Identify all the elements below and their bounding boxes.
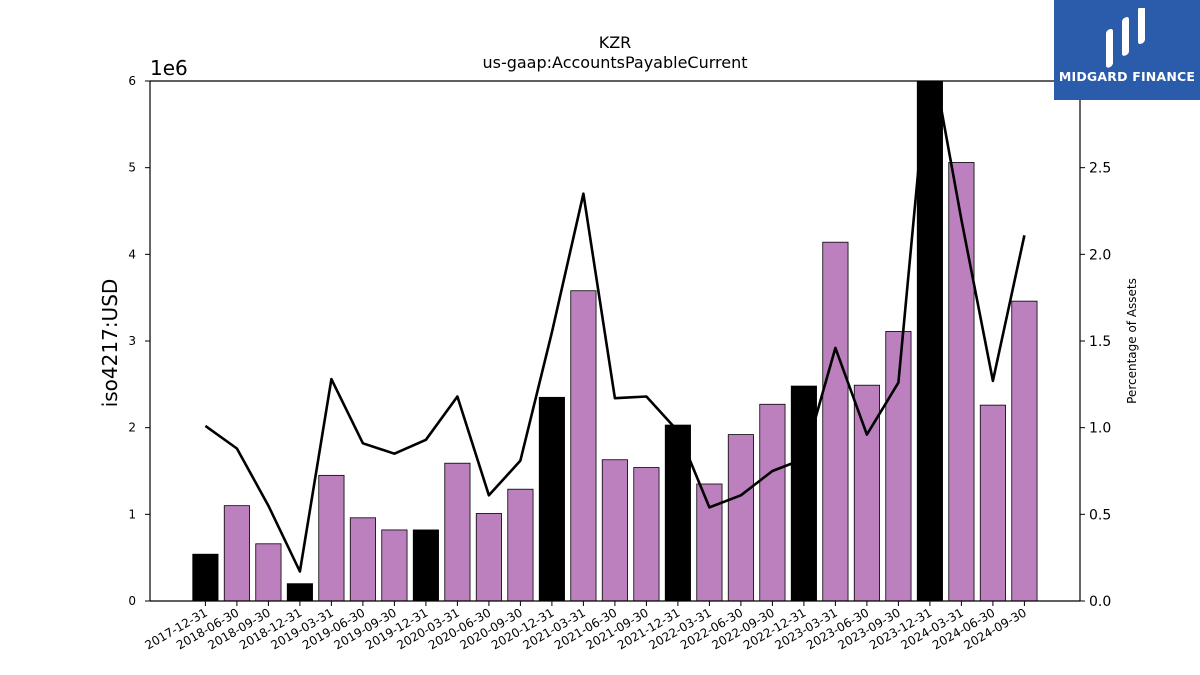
y-tick-label: 1 xyxy=(128,507,136,521)
bar-2024-03-31 xyxy=(948,162,975,601)
y-offset-label: 1e6 xyxy=(150,56,188,80)
bar-2022-03-31 xyxy=(696,483,723,601)
bar-2018-06-30 xyxy=(223,505,250,601)
y2-axis-label: Percentage of Assets xyxy=(1125,278,1139,404)
y2-tick-label: 2.5 xyxy=(1089,161,1111,177)
bar-2019-12-31 xyxy=(412,529,439,601)
bar-2019-03-31 xyxy=(318,474,345,601)
bar-2020-12-31 xyxy=(538,396,565,601)
midgard-logo-icon xyxy=(1106,8,1145,68)
bar-2018-09-30 xyxy=(255,543,282,601)
bar-2023-12-31 xyxy=(916,81,943,601)
y2-tick-label: 1.5 xyxy=(1089,334,1111,350)
y-tick-label: 6 xyxy=(128,74,136,88)
chart-title: KZR xyxy=(599,33,632,52)
bar-2022-06-30 xyxy=(727,434,754,601)
bar-2018-12-31 xyxy=(286,583,313,601)
percentage-of-assets-line xyxy=(204,81,1026,573)
bar-2020-06-30 xyxy=(475,513,502,601)
y2-tick-label: 2.0 xyxy=(1089,247,1111,263)
bar-2022-09-30 xyxy=(759,403,786,601)
bar-2022-12-31 xyxy=(790,385,817,601)
y-axis-label: iso4217:USD xyxy=(98,279,122,408)
bar-2024-09-30 xyxy=(1011,300,1038,601)
bar-2020-03-31 xyxy=(444,462,471,601)
y2-tick-label: 0.5 xyxy=(1089,507,1111,523)
bar-2019-09-30 xyxy=(381,529,408,601)
bar-2021-06-30 xyxy=(601,459,628,601)
y2-tick-label: 1.0 xyxy=(1089,421,1111,437)
y-tick-label: 5 xyxy=(128,161,136,175)
bar-2023-03-31 xyxy=(822,241,849,601)
y-tick-label: 0 xyxy=(128,594,136,608)
brand-name: MIDGARD FINANCE xyxy=(1058,69,1196,84)
y-tick-label: 2 xyxy=(128,421,136,435)
bar-2017-12-31 xyxy=(192,553,219,601)
y2-tick-label: 0.0 xyxy=(1089,594,1111,610)
y-tick-label: 4 xyxy=(128,247,136,261)
bar-2020-09-30 xyxy=(507,488,534,601)
brand-logo: MIDGARD FINANCE xyxy=(1054,0,1200,100)
bar-2019-06-30 xyxy=(349,517,376,601)
chart-subtitle: us-gaap:AccountsPayableCurrent xyxy=(482,53,747,72)
bar-2024-06-30 xyxy=(979,404,1006,601)
bar-2021-09-30 xyxy=(633,467,660,601)
bar-2021-03-31 xyxy=(570,290,597,601)
y-tick-label: 3 xyxy=(128,334,136,348)
